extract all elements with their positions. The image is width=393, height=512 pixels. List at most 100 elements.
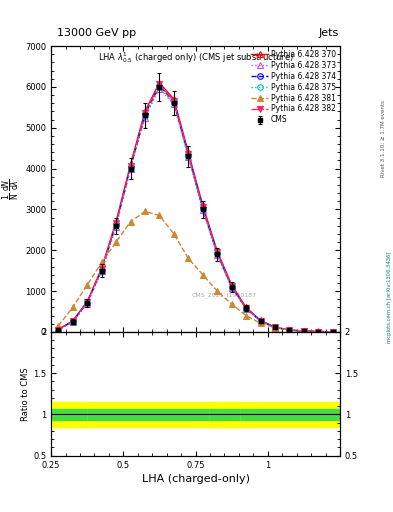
Pythia 6.428 381 xyxy=(186,255,191,262)
Pythia 6.428 374 xyxy=(143,111,147,117)
Pythia 6.428 381 xyxy=(273,325,277,331)
Pythia 6.428 381 xyxy=(258,320,263,326)
Text: mcplots.cern.ch [arXiv:1306.3436]: mcplots.cern.ch [arXiv:1306.3436] xyxy=(387,251,392,343)
Pythia 6.428 381 xyxy=(56,323,61,329)
Pythia 6.428 373 xyxy=(56,327,61,333)
Pythia 6.428 381 xyxy=(143,208,147,215)
Pythia 6.428 375 xyxy=(171,100,176,106)
Pythia 6.428 382 xyxy=(70,318,75,324)
Pythia 6.428 370 xyxy=(229,282,234,288)
Pythia 6.428 375 xyxy=(200,206,205,212)
Pythia 6.428 382 xyxy=(316,329,321,335)
Pythia 6.428 374 xyxy=(301,328,306,334)
Pythia 6.428 374 xyxy=(171,98,176,104)
Pythia 6.428 381 xyxy=(85,282,90,288)
Pythia 6.428 370 xyxy=(143,109,147,115)
Pythia 6.428 374 xyxy=(128,164,133,170)
Pythia 6.428 374 xyxy=(186,152,191,158)
Pythia 6.428 370 xyxy=(171,96,176,102)
Pythia 6.428 375 xyxy=(287,327,292,333)
Pythia 6.428 370 xyxy=(70,318,75,324)
Pythia 6.428 375 xyxy=(128,165,133,171)
Text: Jets: Jets xyxy=(318,28,339,38)
Pythia 6.428 375 xyxy=(215,251,220,257)
Pythia 6.428 370 xyxy=(99,265,104,271)
Pythia 6.428 370 xyxy=(287,327,292,333)
Pythia 6.428 374 xyxy=(114,221,118,227)
Pythia 6.428 381 xyxy=(200,272,205,278)
Pythia 6.428 374 xyxy=(244,305,248,311)
Pythia 6.428 382 xyxy=(301,328,306,334)
Pythia 6.428 370 xyxy=(273,324,277,330)
Pythia 6.428 382 xyxy=(331,329,335,335)
Pythia 6.428 373 xyxy=(186,154,191,160)
Text: 13000 GeV pp: 13000 GeV pp xyxy=(57,28,136,38)
Pythia 6.428 382 xyxy=(143,110,147,116)
Pythia 6.428 373 xyxy=(70,319,75,325)
Pythia 6.428 382 xyxy=(85,299,90,305)
Pythia 6.428 373 xyxy=(229,285,234,291)
Pythia 6.428 382 xyxy=(171,98,176,104)
Pythia 6.428 373 xyxy=(215,252,220,258)
Pythia 6.428 373 xyxy=(157,86,162,92)
Pythia 6.428 374 xyxy=(200,205,205,211)
Bar xyxy=(51,409,340,420)
Pythia 6.428 374 xyxy=(229,284,234,290)
Pythia 6.428 370 xyxy=(85,298,90,305)
Text: LHA $\lambda^{1}_{0.5}$ (charged only) (CMS jet substructure): LHA $\lambda^{1}_{0.5}$ (charged only) (… xyxy=(97,50,294,65)
Pythia 6.428 374 xyxy=(85,300,90,306)
Pythia 6.428 382 xyxy=(56,327,61,333)
Pythia 6.428 374 xyxy=(258,318,263,324)
Pythia 6.428 374 xyxy=(316,329,321,335)
Pythia 6.428 374 xyxy=(70,318,75,325)
Line: Pythia 6.428 370: Pythia 6.428 370 xyxy=(55,80,336,334)
Pythia 6.428 375 xyxy=(99,268,104,274)
Bar xyxy=(51,402,340,427)
Pythia 6.428 375 xyxy=(70,318,75,325)
Pythia 6.428 381 xyxy=(229,301,234,307)
Pythia 6.428 375 xyxy=(273,325,277,331)
Pythia 6.428 382 xyxy=(273,324,277,330)
Pythia 6.428 374 xyxy=(56,327,61,333)
Pythia 6.428 370 xyxy=(200,202,205,208)
Pythia 6.428 375 xyxy=(56,327,61,333)
Pythia 6.428 381 xyxy=(171,231,176,237)
Pythia 6.428 382 xyxy=(244,305,248,311)
Pythia 6.428 373 xyxy=(128,166,133,173)
Pythia 6.428 374 xyxy=(273,324,277,330)
Pythia 6.428 375 xyxy=(244,306,248,312)
Pythia 6.428 373 xyxy=(244,306,248,312)
Pythia 6.428 374 xyxy=(331,329,335,335)
Pythia 6.428 375 xyxy=(186,153,191,159)
Pythia 6.428 373 xyxy=(99,268,104,274)
Pythia 6.428 373 xyxy=(85,301,90,307)
Pythia 6.428 375 xyxy=(331,329,335,335)
Pythia 6.428 381 xyxy=(331,329,335,335)
Pythia 6.428 382 xyxy=(215,249,220,255)
Pythia 6.428 370 xyxy=(157,80,162,86)
Pythia 6.428 370 xyxy=(244,304,248,310)
Legend: Pythia 6.428 370, Pythia 6.428 373, Pythia 6.428 374, Pythia 6.428 375, Pythia 6: Pythia 6.428 370, Pythia 6.428 373, Pyth… xyxy=(250,48,338,126)
Pythia 6.428 382 xyxy=(287,327,292,333)
Pythia 6.428 375 xyxy=(301,328,306,334)
Pythia 6.428 373 xyxy=(287,327,292,333)
Pythia 6.428 375 xyxy=(114,222,118,228)
Pythia 6.428 375 xyxy=(316,329,321,335)
Pythia 6.428 375 xyxy=(229,284,234,290)
Pythia 6.428 373 xyxy=(301,328,306,334)
Pythia 6.428 381 xyxy=(301,328,306,334)
Line: Pythia 6.428 381: Pythia 6.428 381 xyxy=(55,208,336,334)
Pythia 6.428 382 xyxy=(128,163,133,169)
Pythia 6.428 374 xyxy=(287,327,292,333)
Pythia 6.428 374 xyxy=(99,267,104,273)
Pythia 6.428 370 xyxy=(258,317,263,324)
Pythia 6.428 382 xyxy=(99,266,104,272)
Pythia 6.428 374 xyxy=(157,82,162,89)
Pythia 6.428 381 xyxy=(287,327,292,333)
Pythia 6.428 382 xyxy=(157,81,162,88)
Pythia 6.428 381 xyxy=(128,219,133,225)
Pythia 6.428 370 xyxy=(186,149,191,155)
Pythia 6.428 381 xyxy=(114,239,118,245)
Pythia 6.428 373 xyxy=(316,329,321,335)
Pythia 6.428 381 xyxy=(316,328,321,334)
